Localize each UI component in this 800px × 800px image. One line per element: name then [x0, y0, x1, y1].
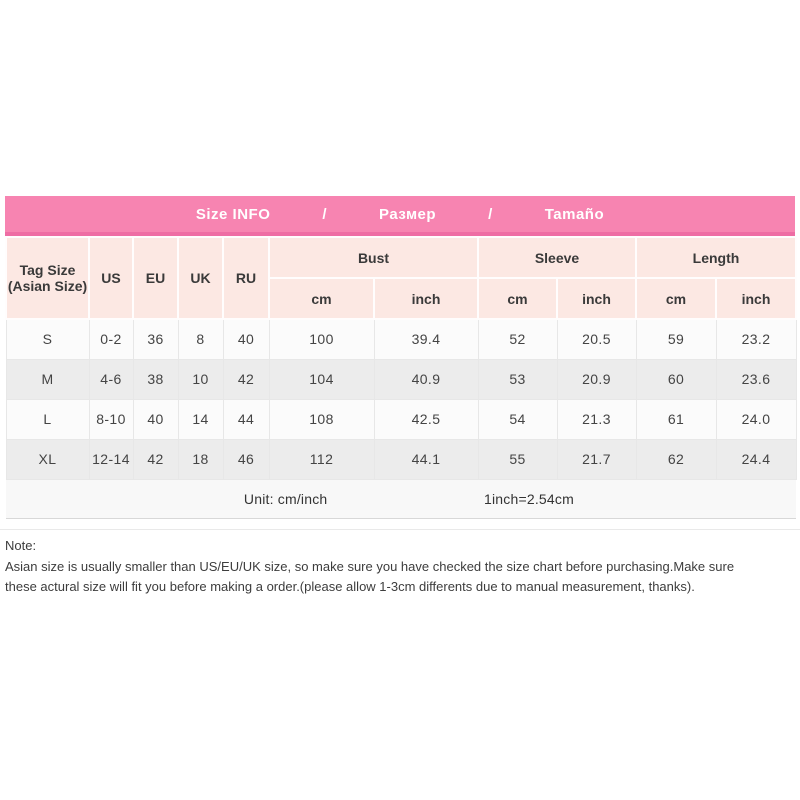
table-row-m: M 4-6 38 10 42 104 40.9 53 20.9 60 23.6 [5, 358, 797, 400]
header-length: Length [635, 236, 797, 279]
table-cell: 24.0 [715, 398, 797, 440]
header-tag-size-line2: (Asian Size) [7, 278, 88, 294]
table-row-xl: XL 12-14 42 18 46 112 44.1 55 21.7 62 24… [5, 438, 797, 480]
table-cell: 59 [635, 318, 717, 360]
header-length-cm: cm [635, 277, 717, 320]
table-cell: 8 [177, 318, 224, 360]
header-bust-inch: inch [373, 277, 479, 320]
table-cell: 55 [477, 438, 558, 480]
table-cell: 20.9 [556, 358, 637, 400]
title-separator: / [488, 205, 493, 223]
note-line: these actural size will fit you before m… [5, 579, 695, 594]
table-cell: 42 [222, 358, 270, 400]
table-cell: 42.5 [373, 398, 479, 440]
table-cell: 36 [132, 318, 179, 360]
header-bust-cm: cm [268, 277, 375, 320]
table-cell: 24.4 [715, 438, 797, 480]
note-section: Note: Asian size is usually smaller than… [5, 536, 793, 598]
table-cell: 10 [177, 358, 224, 400]
header-tag-size: Tag Size (Asian Size) [5, 236, 90, 320]
table-cell: S [5, 318, 90, 360]
table-cell: 40 [222, 318, 270, 360]
table-cell: 4-6 [88, 358, 134, 400]
table-cell: 62 [635, 438, 717, 480]
table-cell: 60 [635, 358, 717, 400]
title-size-info: Size INFO [195, 205, 271, 223]
header-bust: Bust [268, 236, 479, 279]
table-cell: 20.5 [556, 318, 637, 360]
header-sleeve-cm: cm [477, 277, 558, 320]
table-footer-row: Unit: cm/inch 1inch=2.54cm [6, 478, 796, 519]
header-tag-size-line1: Tag Size [19, 262, 76, 278]
header-uk: UK [177, 236, 224, 320]
table-cell: 54 [477, 398, 558, 440]
header-us: US [88, 236, 134, 320]
table-cell: 14 [177, 398, 224, 440]
title-tamano: Tamaño [544, 205, 605, 223]
table-cell: 18 [177, 438, 224, 480]
table-cell: 0-2 [88, 318, 134, 360]
unit-label: Unit: cm/inch [243, 490, 328, 507]
table-cell: 46 [222, 438, 270, 480]
size-table: Tag Size (Asian Size) US EU UK RU Bust S… [5, 236, 797, 519]
header-eu: EU [132, 236, 179, 320]
header-sleeve: Sleeve [477, 236, 637, 279]
note-line: Asian size is usually smaller than US/EU… [5, 558, 735, 574]
table-cell: 44 [222, 398, 270, 440]
header-row-groups: Tag Size (Asian Size) US EU UK RU Bust S… [5, 236, 797, 320]
table-cell: 21.7 [556, 438, 637, 480]
header-sleeve-inch: inch [556, 277, 637, 320]
table-cell: 104 [268, 358, 375, 400]
table-cell: 42 [132, 438, 179, 480]
table-cell: 21.3 [556, 398, 637, 440]
table-cell: 38 [132, 358, 179, 400]
title-separator: / [322, 205, 328, 223]
table-cell: 39.4 [373, 318, 479, 360]
table-cell: XL [5, 438, 90, 480]
table-cell: 53 [477, 358, 558, 400]
table-cell: 40.9 [373, 358, 479, 400]
size-chart-sheet: Size INFO / Размер / Tamaño Tag Size (As… [5, 196, 797, 519]
table-cell: 61 [635, 398, 717, 440]
table-cell: M [5, 358, 90, 400]
table-cell: L [5, 398, 90, 440]
header-row-units: cm inch cm inch cm inch [6, 277, 797, 320]
table-cell: 12-14 [88, 438, 134, 480]
divider-line [0, 529, 800, 530]
table-cell: 108 [268, 398, 375, 440]
table-cell: 44.1 [373, 438, 479, 480]
table-cell: 23.2 [715, 318, 797, 360]
table-row-s: S 0-2 36 8 40 100 39.4 52 20.5 59 23.2 [5, 318, 797, 360]
header-length-inch: inch [715, 277, 797, 320]
table-cell: 52 [477, 318, 558, 360]
title-razmer: Размер [379, 205, 437, 223]
table-cell: 100 [268, 318, 375, 360]
header-ru: RU [222, 236, 270, 320]
table-cell: 40 [132, 398, 179, 440]
note-title: Note: [5, 538, 37, 553]
conversion-label: 1inch=2.54cm [483, 490, 574, 507]
table-cell: 23.6 [715, 358, 797, 400]
size-info-title-bar: Size INFO / Размер / Tamaño [5, 196, 795, 236]
table-cell: 112 [268, 438, 375, 480]
table-footer-cell: Unit: cm/inch 1inch=2.54cm [6, 478, 796, 519]
table-row-l: L 8-10 40 14 44 108 42.5 54 21.3 61 24.0 [5, 398, 797, 440]
table-cell: 8-10 [88, 398, 134, 440]
